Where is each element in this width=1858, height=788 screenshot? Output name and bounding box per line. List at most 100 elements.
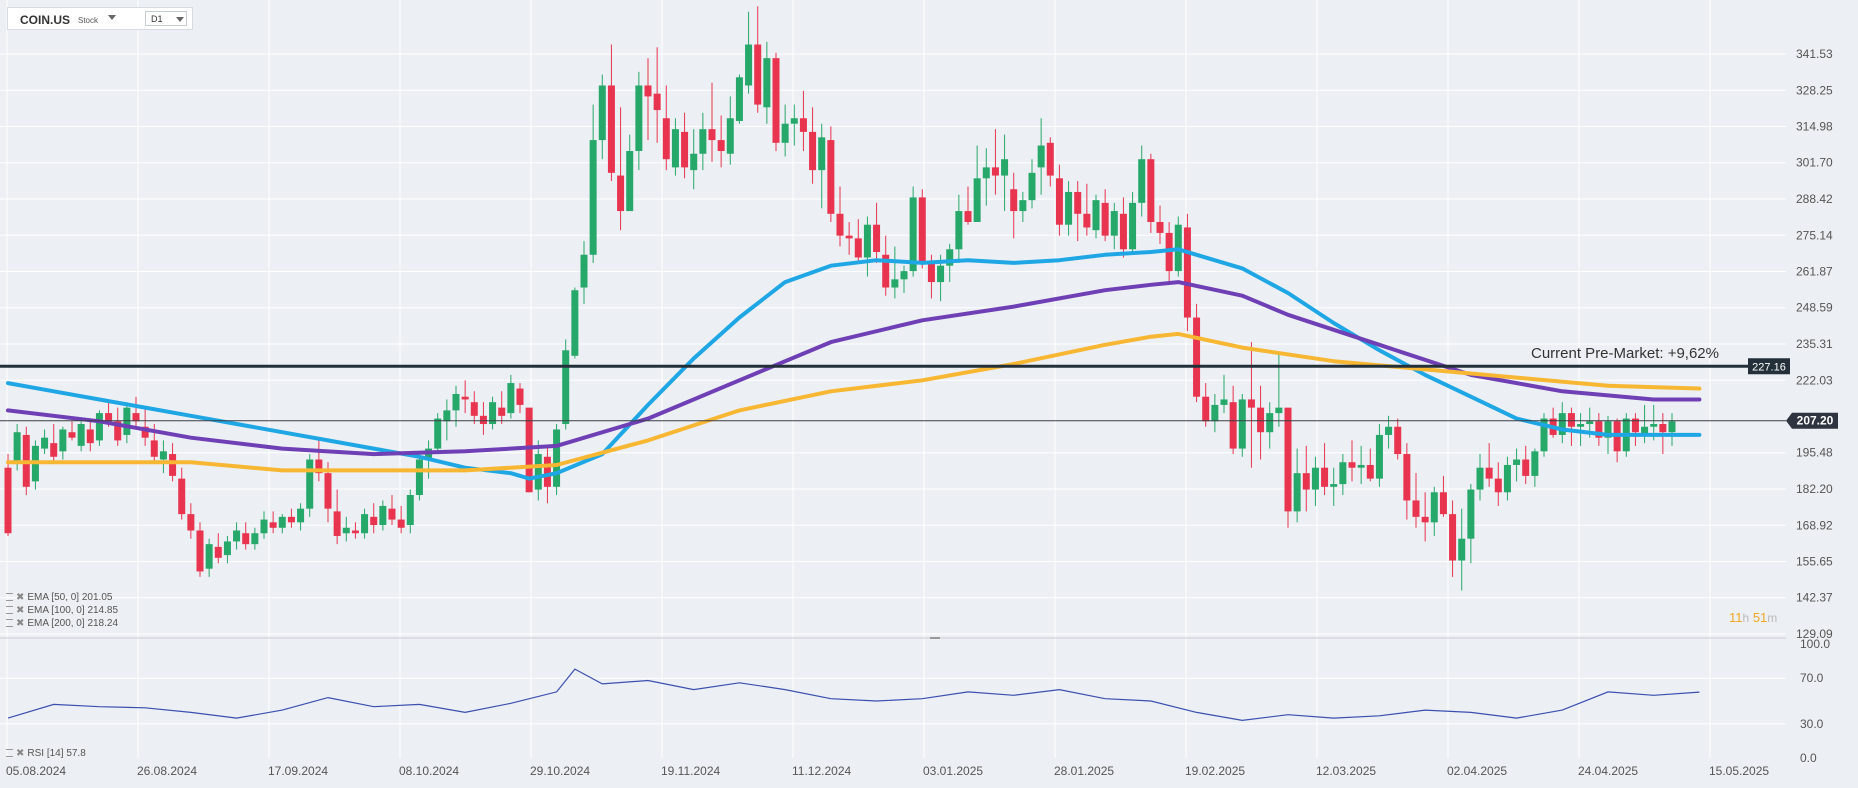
candle-down — [132, 413, 140, 422]
candle-down — [68, 432, 76, 438]
date-tick-label: 19.11.2024 — [661, 764, 720, 778]
horizontal-level[interactable]: 227.16 — [0, 358, 1790, 375]
candle-up — [1019, 200, 1027, 212]
ema-line-0 — [6, 247, 1702, 481]
candle-down — [1366, 464, 1374, 479]
price-tick-label: 182.20 — [1796, 482, 1833, 496]
candle-up — [1211, 404, 1219, 422]
candle-down — [1659, 424, 1667, 433]
rsi-legend: ✖ RSI [14] 57.8 — [6, 748, 86, 759]
candle-down — [1321, 467, 1329, 487]
candle-up — [891, 279, 899, 288]
price-tick-label: 261.87 — [1796, 264, 1833, 278]
close-icon[interactable]: ✖ — [16, 592, 25, 603]
date-tick-label: 15.05.2025 — [1709, 764, 1769, 778]
candle-up — [1458, 538, 1466, 561]
candle-up — [982, 167, 990, 179]
countdown-minutes: 51 — [1752, 610, 1768, 625]
chart-toolbar: COIN.US Stock D1 — [7, 7, 193, 30]
candle-up — [452, 393, 460, 411]
candle-down — [772, 58, 780, 143]
candle-down — [1257, 407, 1265, 433]
candle-up — [635, 85, 643, 152]
time-axis[interactable]: 05.08.2024 26.08.2024 17.09.2024 08.10.2024… — [6, 764, 1769, 778]
pre-market-annotation: Current Pre-Market: +9,62% — [1531, 345, 1719, 362]
candle-up — [1476, 467, 1484, 490]
candle-countdown: 11h 51m — [1729, 610, 1777, 625]
close-icon[interactable]: ✖ — [16, 605, 25, 616]
candle-up — [1065, 191, 1073, 225]
candle-down — [479, 415, 487, 425]
candle-down — [1284, 407, 1292, 512]
date-tick-label: 24.04.2025 — [1578, 764, 1638, 778]
ema-line-2 — [6, 331, 1702, 473]
candle-down — [1119, 213, 1127, 250]
candle-up — [1028, 172, 1036, 201]
candle-down — [397, 519, 405, 528]
candle-down — [315, 459, 323, 474]
candle-down — [717, 140, 725, 152]
close-icon[interactable]: ✖ — [16, 748, 25, 759]
candle-down — [1147, 159, 1155, 222]
candle-down — [1439, 492, 1447, 515]
price-tick-label: 195.48 — [1796, 446, 1833, 460]
candle-down — [214, 546, 222, 558]
candle-up — [342, 527, 350, 534]
candle-up — [735, 77, 743, 121]
candle-down — [708, 129, 716, 141]
settings-icon[interactable] — [6, 593, 13, 602]
candle-up — [1586, 421, 1594, 425]
countdown-hours: 11 — [1729, 610, 1743, 625]
candle-down — [1229, 402, 1237, 449]
candle-up — [379, 505, 387, 526]
timeframe-select[interactable]: D1 — [145, 11, 187, 26]
candle-down — [1631, 418, 1639, 433]
candle-up — [726, 118, 734, 154]
candle-up — [763, 58, 771, 108]
price-tick-label: 235.31 — [1796, 337, 1833, 351]
candle-up — [489, 402, 497, 425]
candle-down — [187, 514, 195, 531]
candle-down — [105, 413, 113, 422]
rsi-legend-label: RSI [14] — [27, 748, 64, 759]
candle-up — [1275, 407, 1283, 414]
candle-up — [626, 151, 634, 212]
candle-up — [233, 530, 241, 542]
settings-icon[interactable] — [6, 749, 13, 758]
candle-up — [1339, 462, 1347, 485]
candle-down — [1348, 462, 1356, 468]
price-tick-label: 341.53 — [1796, 47, 1833, 61]
price-tick-label: 301.70 — [1796, 156, 1833, 170]
candle-down — [196, 530, 204, 572]
ema50-legend: ✖ EMA [50, 0] 201.05 — [6, 592, 112, 603]
candle-up — [909, 197, 917, 272]
candle-up — [1513, 459, 1521, 465]
close-icon[interactable]: ✖ — [16, 618, 25, 629]
candle-up — [306, 459, 314, 509]
date-tick-label: 26.08.2024 — [137, 764, 197, 778]
candle-down — [754, 44, 762, 105]
date-tick-label: 19.02.2025 — [1185, 764, 1245, 778]
candle-down — [150, 440, 158, 457]
candle-up — [1129, 202, 1137, 250]
candle-down — [461, 396, 469, 400]
candle-up — [1385, 426, 1393, 435]
price-tick-label: 248.59 — [1796, 301, 1833, 315]
candle-up — [553, 429, 561, 487]
candle-down — [86, 429, 94, 444]
settings-icon[interactable] — [6, 619, 13, 628]
symbol-dropdown-icon[interactable] — [108, 15, 116, 20]
candle-down — [1202, 396, 1210, 422]
price-axis[interactable]: 341.53 328.25 314.98 301.70 288.42 275.14 261.… — [1796, 47, 1833, 641]
symbol-name[interactable]: COIN.US — [20, 13, 71, 27]
candle-up — [443, 410, 451, 422]
ema100-legend-value: 214.85 — [87, 605, 119, 616]
timeframe-dropdown-icon[interactable] — [176, 17, 184, 22]
settings-icon[interactable] — [6, 606, 13, 615]
candle-down — [662, 118, 670, 160]
candle-down — [845, 235, 853, 239]
candle-down — [854, 238, 862, 258]
candle-up — [95, 413, 103, 441]
